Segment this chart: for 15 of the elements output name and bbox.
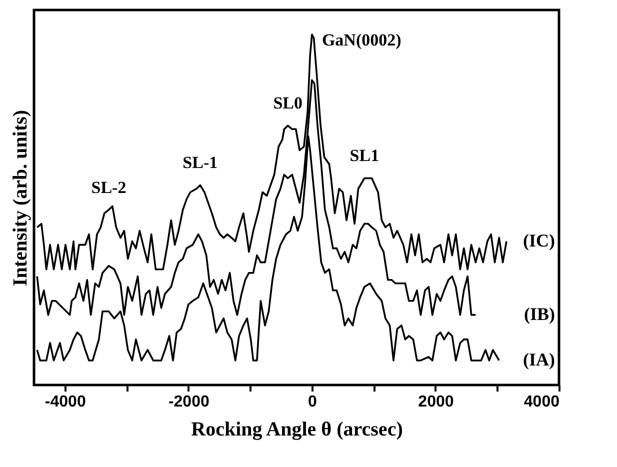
annotation: SL-1 [182,153,218,172]
annotation: SL-2 [91,178,126,197]
x-tick-label: 0 [308,394,317,410]
x-tick-label: 4000 [524,394,560,410]
series-label: (IA) [523,349,555,370]
x-axis-title: Rocking Angle θ (arcsec) [191,418,403,440]
text: (IB) [524,304,556,324]
annotation: SL0 [273,94,302,113]
annotation: GaN(0002) [322,30,402,50]
x-tick-label: -2000 [168,394,210,410]
series-label: (IC) [523,230,555,250]
annotation: SL1 [350,146,380,166]
x-tick-label: -4000 [44,394,86,410]
y-axis-title: Intensity (arb. units) [10,110,32,286]
x-tick-label: 2000 [418,394,454,410]
